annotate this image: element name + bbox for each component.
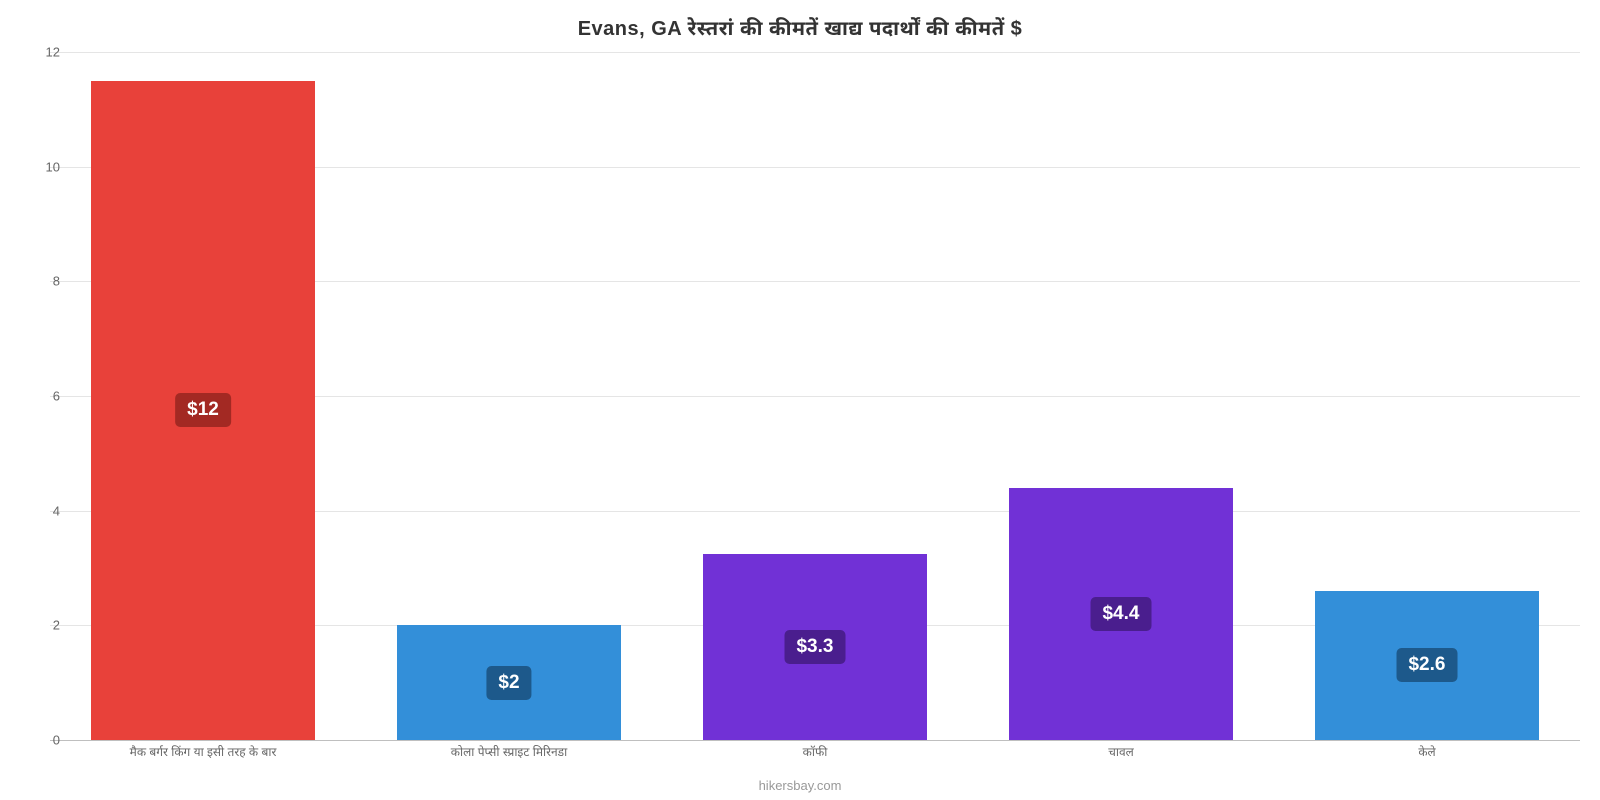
x-category-label: कॉफी: [803, 745, 828, 761]
x-category-label: केले: [1418, 745, 1435, 761]
value-label: $3.3: [784, 630, 845, 664]
gridline: [50, 740, 1580, 741]
y-tick-label: 10: [46, 159, 60, 174]
gridline: [50, 52, 1580, 53]
y-tick-label: 12: [46, 45, 60, 60]
plot-area: $12 $2 $3.3 $4.4 $2.6: [50, 52, 1580, 740]
x-category-label: कोला पेप्सी स्प्राइट मिरिनडा: [451, 745, 567, 761]
price-bar-chart: Evans, GA रेस्तरां की कीमतें खाद्य पदार्…: [0, 0, 1600, 800]
x-category-label: मैक बर्गर किंग या इसी तरह के बार: [130, 745, 277, 761]
y-tick-label: 8: [53, 274, 60, 289]
y-tick-label: 6: [53, 389, 60, 404]
bar: $3.3: [703, 554, 926, 740]
y-tick-label: 0: [53, 733, 60, 748]
x-category-label: चावल: [1108, 745, 1134, 761]
value-label: $2: [486, 666, 531, 700]
value-label: $2.6: [1396, 648, 1457, 682]
chart-title: Evans, GA रेस्तरां की कीमतें खाद्य पदार्…: [0, 18, 1600, 44]
bar: $2: [397, 625, 620, 740]
bar: $12: [91, 81, 314, 740]
value-label: $4.4: [1090, 597, 1151, 631]
y-tick-label: 4: [53, 503, 60, 518]
value-label: $12: [175, 393, 231, 427]
bar: $4.4: [1009, 488, 1232, 740]
bar: $2.6: [1315, 591, 1538, 740]
source-caption: hikersbay.com: [0, 778, 1600, 793]
y-tick-label: 2: [53, 618, 60, 633]
